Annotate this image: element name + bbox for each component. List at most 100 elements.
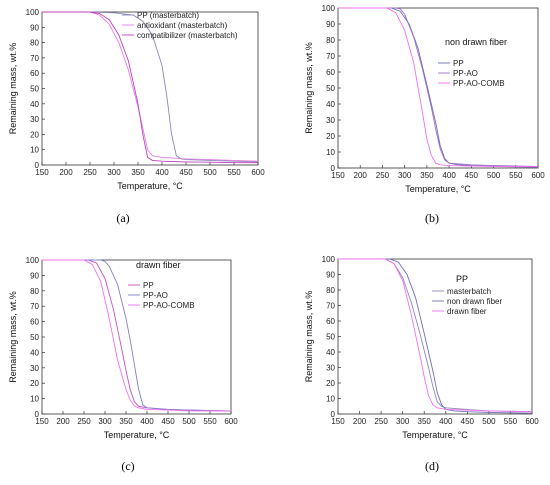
y-tick-label: 60 bbox=[30, 318, 39, 327]
y-tick-label: 10 bbox=[326, 148, 335, 157]
legend-label: compatibilizer (masterbatch) bbox=[137, 31, 238, 40]
y-axis-title: Remaining mass, wt.% bbox=[8, 43, 18, 135]
y-tick-label: 50 bbox=[30, 333, 39, 342]
chart-panel-1: 150 200 250 300 350 400 450 500 550 600 0 10 20 30 40 5… bbox=[8, 8, 265, 225]
y-tick-label: 20 bbox=[30, 379, 39, 388]
y-tick-label: 60 bbox=[30, 69, 39, 78]
y-tick-label: 10 bbox=[30, 395, 39, 404]
legend-label: PP-AO bbox=[143, 291, 168, 300]
series-line-1 bbox=[338, 7, 539, 168]
y-tick-label: 0 bbox=[35, 410, 40, 419]
y-tick-label: 40 bbox=[326, 348, 335, 357]
y-tick-label: 20 bbox=[30, 130, 39, 139]
x-tick-label: 200 bbox=[354, 171, 368, 180]
y-tick-label: 10 bbox=[30, 146, 39, 155]
legend-label: PP-AO-COMB bbox=[453, 79, 505, 88]
x-axis-title: Temperature, °C bbox=[104, 430, 170, 440]
y-tick-label: 40 bbox=[30, 100, 39, 109]
y-tick-label: 100 bbox=[322, 255, 336, 264]
y-tick-label: 80 bbox=[326, 286, 335, 295]
x-tick-label: 400 bbox=[140, 417, 154, 426]
plot-frame bbox=[41, 259, 232, 415]
x-tick-label: 200 bbox=[59, 168, 73, 177]
series-line-2 bbox=[338, 258, 533, 414]
series-line-1 bbox=[42, 259, 232, 412]
x-tick-label: 300 bbox=[98, 417, 112, 426]
y-tick-label: 90 bbox=[30, 23, 39, 32]
x-tick-label: 550 bbox=[504, 417, 518, 426]
y-tick-label: 40 bbox=[30, 348, 39, 357]
x-tick-label: 500 bbox=[487, 171, 501, 180]
series-line-3 bbox=[338, 7, 539, 168]
y-tick-label: 70 bbox=[326, 302, 335, 311]
x-tick-label: 200 bbox=[56, 417, 70, 426]
x-tick-label: 600 bbox=[251, 168, 265, 177]
x-tick-label: 450 bbox=[461, 417, 475, 426]
x-tick-label: 450 bbox=[161, 417, 175, 426]
x-tick-label: 450 bbox=[465, 171, 479, 180]
y-tick-label: 80 bbox=[30, 39, 39, 48]
legend-label: PP bbox=[453, 59, 464, 68]
panel-caption: (a) bbox=[116, 211, 129, 225]
y-tick-label: 70 bbox=[30, 54, 39, 63]
x-tick-label: 150 bbox=[331, 417, 345, 426]
legend-title: PP bbox=[456, 274, 468, 284]
x-tick-label: 150 bbox=[35, 168, 49, 177]
panel-caption: (d) bbox=[425, 459, 439, 473]
x-tick-label: 600 bbox=[224, 417, 238, 426]
y-tick-label: 60 bbox=[326, 68, 335, 77]
x-tick-label: 250 bbox=[77, 417, 91, 426]
y-tick-label: 50 bbox=[326, 333, 335, 342]
legend-label: masterbatch bbox=[447, 287, 491, 296]
y-tick-label: 100 bbox=[322, 4, 336, 13]
y-tick-label: 0 bbox=[35, 161, 40, 170]
x-tick-label: 350 bbox=[420, 171, 434, 180]
x-tick-label: 550 bbox=[227, 168, 241, 177]
series-line-3 bbox=[338, 258, 533, 413]
x-tick-label: 150 bbox=[331, 171, 345, 180]
series-line-1 bbox=[42, 11, 259, 163]
y-tick-label: 30 bbox=[326, 116, 335, 125]
x-tick-label: 600 bbox=[531, 171, 545, 180]
x-tick-label: 400 bbox=[442, 171, 456, 180]
x-tick-label: 500 bbox=[203, 168, 217, 177]
series-line-3 bbox=[42, 259, 231, 412]
y-tick-label: 90 bbox=[326, 271, 335, 280]
panel-caption: (c) bbox=[121, 459, 134, 473]
chart-panel-3: 150 200 250 300 350 400 450 500 550 600 0 10 20 30 40 5… bbox=[8, 256, 238, 473]
y-tick-label: 50 bbox=[30, 85, 39, 94]
x-tick-label: 250 bbox=[376, 171, 390, 180]
series-line-2 bbox=[42, 11, 259, 162]
x-tick-label: 500 bbox=[182, 417, 196, 426]
x-tick-label: 600 bbox=[525, 417, 539, 426]
series-line-2 bbox=[42, 259, 232, 412]
legend-label: PP-AO-COMB bbox=[143, 301, 195, 310]
series-line-3 bbox=[42, 11, 258, 164]
y-tick-label: 80 bbox=[326, 36, 335, 45]
legend-label: drawn fiber bbox=[447, 307, 487, 316]
x-tick-label: 200 bbox=[353, 417, 367, 426]
x-tick-label: 500 bbox=[482, 417, 496, 426]
x-tick-label: 400 bbox=[439, 417, 453, 426]
x-tick-label: 550 bbox=[509, 171, 523, 180]
y-tick-label: 30 bbox=[326, 364, 335, 373]
x-axis-title: Temperature, °C bbox=[402, 430, 468, 440]
legend-title: non drawn fiber bbox=[445, 37, 507, 47]
x-axis-title: Temperature, °C bbox=[117, 181, 183, 191]
y-tick-label: 20 bbox=[326, 379, 335, 388]
x-tick-label: 350 bbox=[418, 417, 432, 426]
y-tick-label: 70 bbox=[326, 52, 335, 61]
x-tick-label: 300 bbox=[398, 171, 412, 180]
y-tick-label: 50 bbox=[326, 84, 335, 93]
x-tick-label: 450 bbox=[179, 168, 193, 177]
y-tick-label: 90 bbox=[30, 271, 39, 280]
x-tick-label: 350 bbox=[119, 417, 133, 426]
x-tick-label: 250 bbox=[374, 417, 388, 426]
chart-panel-4: 150 200 250 300 350 400 450 500 550 600 0 10 20 30 40 5… bbox=[304, 255, 539, 473]
x-tick-label: 350 bbox=[131, 168, 145, 177]
y-axis-title: Remaining mass, wt.% bbox=[304, 42, 314, 134]
x-tick-label: 250 bbox=[83, 168, 97, 177]
y-tick-label: 30 bbox=[30, 115, 39, 124]
legend-label: PP (masterbatch) bbox=[137, 11, 199, 20]
y-tick-label: 40 bbox=[326, 100, 335, 109]
